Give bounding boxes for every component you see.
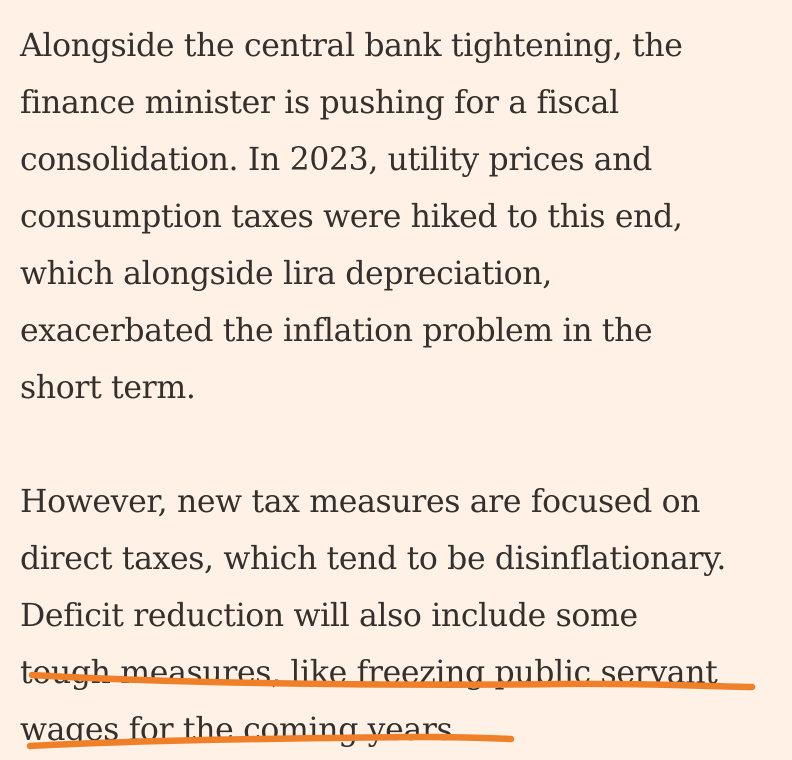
text-line: direct taxes, which tend to be disinflat…: [20, 541, 727, 577]
paragraph-tax-measures: However, new tax measures are focused on…: [20, 474, 790, 759]
text-line: Alongside the central bank tightening, t…: [20, 28, 683, 64]
text-line: Deficit reduction will also include some: [20, 598, 638, 634]
text-line: consolidation. In 2023, utility prices a…: [20, 142, 652, 178]
text-line: exacerbated the inflation problem in the: [20, 313, 653, 349]
text-line: However, new tax measures are focused on: [20, 484, 701, 520]
text-line: consumption taxes were hiked to this end…: [20, 199, 683, 235]
text-line: which alongside lira depreciation,: [20, 256, 552, 292]
article-body: Alongside the central bank tightening, t…: [20, 18, 790, 759]
text-line: finance minister is pushing for a fiscal: [20, 85, 619, 121]
paragraph-spacer: [20, 417, 790, 474]
underlined-text-line: tough measures, like freezing public ser…: [20, 655, 718, 691]
underlined-text-line: wages for the coming years.: [20, 712, 463, 748]
text-line: short term.: [20, 370, 196, 406]
paragraph-fiscal-consolidation: Alongside the central bank tightening, t…: [20, 18, 790, 417]
